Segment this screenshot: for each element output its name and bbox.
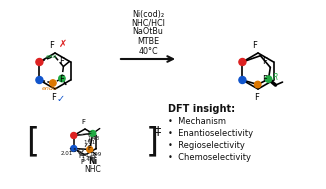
Text: F: F bbox=[87, 146, 91, 152]
Text: MTBE: MTBE bbox=[137, 37, 159, 46]
Text: F: F bbox=[81, 119, 85, 125]
Text: 1.61: 1.61 bbox=[83, 140, 96, 146]
Text: NaOtBu: NaOtBu bbox=[133, 28, 163, 36]
Circle shape bbox=[265, 76, 272, 82]
Text: •  Regioselectivity: • Regioselectivity bbox=[168, 142, 245, 150]
Circle shape bbox=[239, 77, 246, 84]
Text: [: [ bbox=[26, 125, 39, 159]
Text: •  Chemoselectivity: • Chemoselectivity bbox=[168, 153, 251, 163]
Text: F: F bbox=[253, 40, 258, 50]
Text: 1.49: 1.49 bbox=[82, 157, 94, 162]
Text: F: F bbox=[80, 159, 84, 165]
Text: NHC/HCl: NHC/HCl bbox=[131, 19, 165, 28]
Circle shape bbox=[239, 59, 246, 66]
Circle shape bbox=[71, 132, 77, 139]
Text: H: H bbox=[78, 153, 83, 159]
Text: F: F bbox=[262, 75, 267, 84]
Text: Ni(cod)₂: Ni(cod)₂ bbox=[132, 9, 164, 19]
Circle shape bbox=[59, 75, 65, 82]
Text: F: F bbox=[50, 40, 54, 50]
Text: ✓: ✓ bbox=[57, 94, 65, 104]
Text: F: F bbox=[262, 57, 267, 66]
Circle shape bbox=[87, 146, 93, 153]
Text: F: F bbox=[52, 92, 56, 101]
Text: F: F bbox=[87, 132, 91, 138]
Text: ✗: ✗ bbox=[59, 39, 67, 49]
Text: exo: exo bbox=[46, 53, 57, 59]
Text: F: F bbox=[255, 92, 259, 101]
Text: endo: endo bbox=[41, 85, 57, 91]
Circle shape bbox=[50, 80, 56, 86]
Text: ‡: ‡ bbox=[155, 125, 161, 138]
Text: DFT insight:: DFT insight: bbox=[168, 104, 235, 114]
Text: 40°C: 40°C bbox=[138, 46, 158, 56]
Text: F: F bbox=[59, 75, 64, 84]
Text: 1.99: 1.99 bbox=[89, 152, 101, 157]
Text: Ni: Ni bbox=[88, 156, 97, 166]
Text: R: R bbox=[273, 73, 278, 82]
Text: F: F bbox=[59, 57, 64, 66]
Circle shape bbox=[255, 81, 261, 88]
Circle shape bbox=[36, 59, 43, 66]
Text: •  Mechanism: • Mechanism bbox=[168, 118, 226, 126]
Circle shape bbox=[36, 77, 43, 84]
Circle shape bbox=[90, 130, 96, 136]
Text: 1.52: 1.52 bbox=[68, 148, 81, 153]
Text: ]: ] bbox=[145, 125, 158, 159]
Text: 2.01: 2.01 bbox=[61, 151, 73, 156]
Text: •  Enantioselectivity: • Enantioselectivity bbox=[168, 129, 253, 139]
Circle shape bbox=[71, 146, 77, 152]
Text: NHC: NHC bbox=[85, 166, 101, 174]
Text: 1.43: 1.43 bbox=[87, 136, 99, 141]
